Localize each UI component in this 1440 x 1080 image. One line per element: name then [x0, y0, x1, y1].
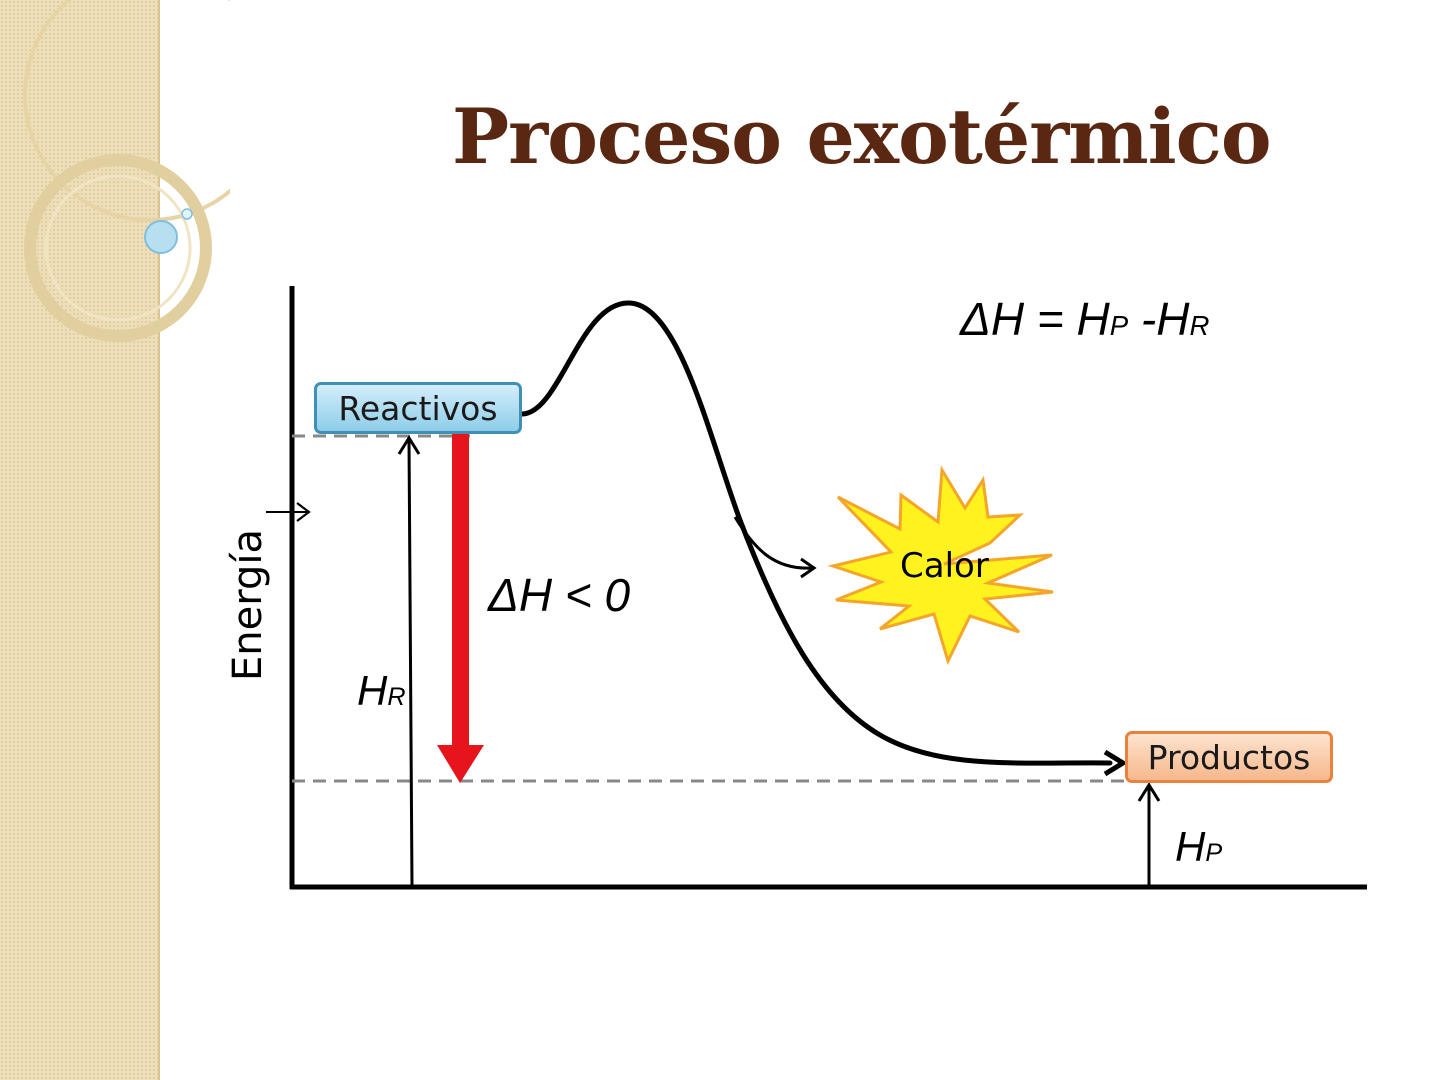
- formula-lhs: ΔH = H: [960, 293, 1110, 345]
- heat-label: Calor: [900, 546, 989, 586]
- reactants-box: Reactivos: [314, 382, 522, 434]
- delta-h-formula: ΔH = HP -HR: [960, 292, 1209, 346]
- sidebar-texture: [0, 0, 160, 1080]
- hp-arrow: [1137, 782, 1161, 887]
- hp-label-sub: P: [1205, 839, 1223, 867]
- slide-title: Proceso exotérmico: [452, 92, 1272, 181]
- products-box: Productos: [1125, 731, 1333, 783]
- decorative-rings: [23, 0, 230, 342]
- energy-axis-arrow: [266, 502, 311, 522]
- deco-bubble-small: [181, 208, 193, 220]
- deco-ring-small: [44, 174, 192, 322]
- hr-label-sub: R: [387, 683, 406, 711]
- delta-h-arrow: [437, 432, 484, 783]
- curve-end-arrowhead: [1103, 749, 1126, 777]
- formula-sub-r: R: [1189, 310, 1210, 341]
- deco-ring-large: [23, 0, 230, 222]
- hr-arrow: [397, 435, 421, 888]
- reaction-curve: [519, 300, 1113, 766]
- formula-mid: -H: [1128, 293, 1190, 345]
- hp-label-main: H: [1175, 823, 1206, 870]
- hr-label-main: H: [357, 667, 388, 714]
- hr-label: HR: [357, 667, 406, 715]
- heat-release-arrow: [733, 516, 817, 579]
- formula-sub-p: P: [1109, 310, 1129, 341]
- deco-ring-medium: [24, 154, 212, 342]
- deco-bubble-large: [144, 220, 178, 254]
- energy-axis-label: Energía: [225, 529, 271, 681]
- delta-h-condition-label: ΔH < 0: [488, 569, 631, 621]
- hp-label: HP: [1175, 823, 1222, 871]
- heat-starburst: [827, 465, 1054, 666]
